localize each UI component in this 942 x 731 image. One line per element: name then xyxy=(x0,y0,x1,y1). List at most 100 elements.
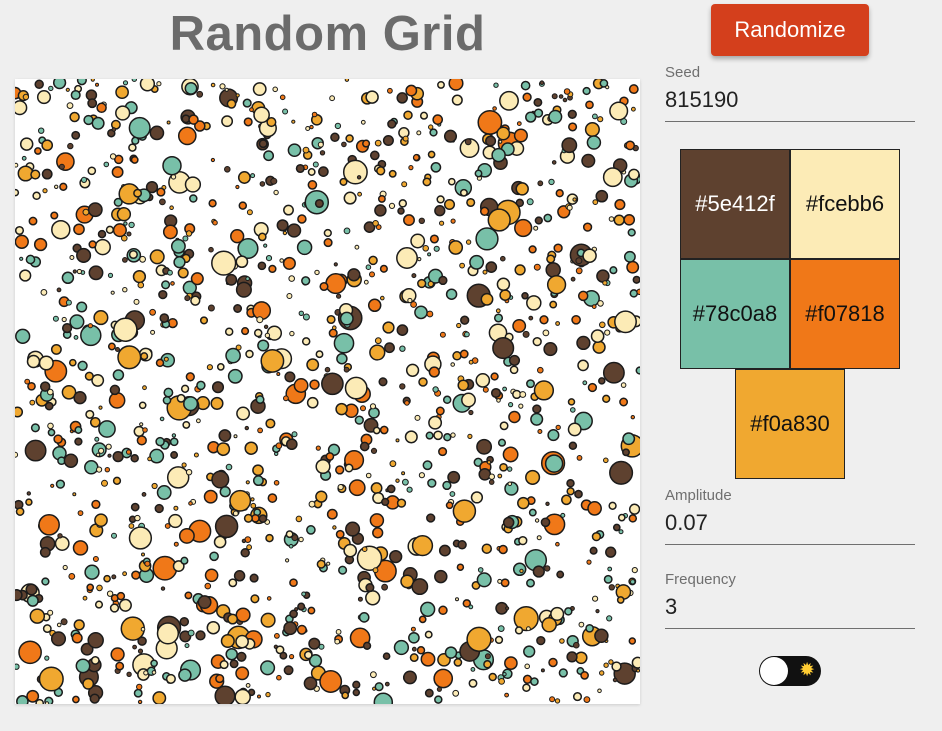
grid-circle xyxy=(15,188,20,197)
grid-circle xyxy=(590,329,605,343)
grid-circle xyxy=(89,416,101,428)
grid-circle xyxy=(619,397,629,407)
grid-circle xyxy=(315,350,324,359)
grid-circle xyxy=(234,688,251,704)
amplitude-input[interactable]: 0.07 xyxy=(665,504,915,545)
grid-circle xyxy=(107,272,114,278)
grid-circle xyxy=(115,661,125,671)
grid-circle xyxy=(91,373,105,387)
frequency-field[interactable]: Frequency 3 xyxy=(665,571,915,629)
grid-circle xyxy=(128,523,135,529)
grid-circle xyxy=(488,479,495,485)
grid-circle xyxy=(365,583,375,593)
grid-circle xyxy=(493,82,499,88)
seed-input[interactable]: 815190 xyxy=(665,81,915,122)
grid-circle xyxy=(133,425,145,437)
grid-circle xyxy=(442,480,452,491)
grid-circle xyxy=(265,691,271,698)
swatch-1-label: #fcebb6 xyxy=(805,191,885,216)
grid-circle xyxy=(608,584,615,591)
grid-circle xyxy=(109,603,120,613)
grid-circle xyxy=(464,331,470,338)
grid-circle xyxy=(218,429,232,443)
grid-circle xyxy=(457,379,470,392)
grid-circle xyxy=(470,667,476,672)
grid-circle xyxy=(502,446,519,463)
grid-circle xyxy=(245,349,254,359)
grid-circle xyxy=(595,189,609,203)
grid-circle xyxy=(72,269,77,274)
amplitude-field[interactable]: Amplitude 0.07 xyxy=(665,487,915,545)
grid-circle xyxy=(212,219,218,226)
grid-circle xyxy=(468,409,474,416)
grid-circle xyxy=(122,80,129,86)
grid-circle xyxy=(42,624,52,634)
grid-circle xyxy=(110,290,115,295)
grid-circle xyxy=(525,469,541,485)
grid-circle xyxy=(369,150,380,161)
grid-circle xyxy=(546,254,556,264)
grid-circle xyxy=(379,425,389,435)
grid-circle xyxy=(444,646,458,659)
theme-toggle[interactable]: ✹ xyxy=(759,656,821,686)
grid-circle xyxy=(561,494,572,506)
grid-circle xyxy=(87,323,94,329)
grid-circle xyxy=(359,441,370,452)
frequency-input[interactable]: 3 xyxy=(665,588,915,629)
seed-field[interactable]: Seed 815190 xyxy=(665,64,915,122)
grid-circle xyxy=(522,683,531,692)
grid-circle xyxy=(123,221,128,226)
grid-circle xyxy=(428,366,440,378)
grid-circle xyxy=(187,629,195,637)
grid-circle xyxy=(520,80,531,91)
grid-circle xyxy=(605,85,610,90)
grid-circle xyxy=(332,325,337,330)
grid-circle xyxy=(220,633,235,649)
grid-circle xyxy=(26,354,41,369)
swatch-1[interactable]: #fcebb6 xyxy=(790,149,900,259)
grid-circle xyxy=(466,197,476,208)
grid-circle xyxy=(516,121,522,126)
grid-circle xyxy=(275,645,285,655)
grid-circle xyxy=(453,658,463,667)
grid-circle xyxy=(87,632,104,649)
grid-circle xyxy=(597,688,602,694)
grid-circle xyxy=(68,573,76,580)
grid-circle xyxy=(279,94,286,101)
grid-circle xyxy=(499,90,519,111)
randomize-button[interactable]: Randomize xyxy=(711,4,869,56)
swatch-0[interactable]: #5e412f xyxy=(680,149,790,259)
grid-circle xyxy=(165,673,176,684)
swatch-3[interactable]: #f07818 xyxy=(790,259,900,369)
grid-circle xyxy=(297,214,307,224)
grid-circle xyxy=(15,663,20,670)
grid-circle xyxy=(65,299,72,306)
grid-circle xyxy=(136,435,147,446)
grid-circle xyxy=(433,668,454,689)
grid-circle xyxy=(250,173,256,179)
grid-circle xyxy=(548,178,555,186)
grid-circle xyxy=(235,634,249,649)
grid-circle xyxy=(162,155,182,176)
grid-circle xyxy=(266,596,272,601)
grid-circle xyxy=(83,114,94,126)
grid-circle xyxy=(522,330,530,338)
grid-circle xyxy=(337,484,344,491)
grid-circle xyxy=(433,245,440,252)
grid-circle xyxy=(432,386,439,393)
grid-circle xyxy=(567,398,576,406)
grid-circle xyxy=(365,472,372,479)
swatch-2[interactable]: #78c0a8 xyxy=(680,259,790,369)
grid-circle xyxy=(374,139,382,147)
grid-circle xyxy=(368,255,378,266)
grid-circle xyxy=(311,111,318,118)
grid-circle xyxy=(263,324,269,330)
grid-circle xyxy=(443,198,456,211)
grid-circle xyxy=(508,354,521,366)
grid-circle xyxy=(430,161,442,173)
grid-circle xyxy=(509,365,519,375)
grid-circle xyxy=(128,526,153,550)
grid-circle xyxy=(323,228,332,238)
swatch-4[interactable]: #f0a830 xyxy=(735,369,845,479)
grid-circle xyxy=(103,161,110,168)
